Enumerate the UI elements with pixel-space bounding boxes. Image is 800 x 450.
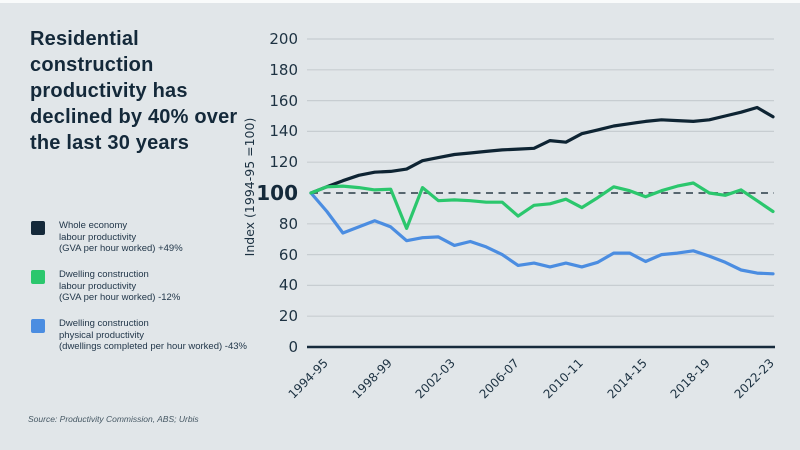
y-tick-label: 80	[278, 214, 298, 233]
series-line-dwelling-construction-physical-productivity	[309, 191, 775, 276]
y-tick-label: 180	[269, 60, 298, 79]
page-title: Residential construction productivity ha…	[30, 26, 275, 156]
legend-label: Dwelling construction labour productivity…	[59, 269, 284, 304]
x-tick-label: 2018-19	[667, 356, 714, 402]
x-tick-label: 2010-11	[540, 356, 586, 402]
legend-label-line: physical productivity	[59, 329, 145, 341]
legend-label-line: (dwellings completed per hour worked) -4…	[59, 341, 247, 352]
top-edge-highlight	[0, 0, 800, 3]
legend-swatch	[31, 221, 45, 235]
legend-item-whole-economy-labour-productivity: Whole economy labour productivity (GVA per…	[31, 220, 284, 255]
page-title-line: productivity has	[30, 80, 188, 102]
x-tick-label: 2014-15	[604, 356, 650, 402]
source-note: Source: Productivity Commission, ABS; Ur…	[28, 414, 199, 424]
y-tick-label: 140	[269, 122, 298, 141]
y-tick-label: 20	[278, 307, 298, 326]
legend-label-line: (GVA per hour worked) -12%	[59, 292, 181, 303]
page-title-line: construction	[30, 54, 154, 76]
y-tick-label: 160	[269, 91, 298, 110]
x-tick-label: 2002-03	[412, 356, 459, 402]
legend-label: Dwelling construction physical productivi…	[59, 318, 284, 353]
y-tick-label: 200	[269, 30, 298, 48]
x-tick-label: 1998-99	[349, 356, 395, 402]
legend-label-line: labour productivity	[59, 280, 137, 292]
legend-label-line: Dwelling construction	[59, 269, 149, 280]
legend-label-line: Dwelling construction	[59, 318, 149, 329]
x-tick-label: 2006-07	[476, 356, 523, 402]
y-tick-label: 60	[278, 245, 298, 264]
legend: Whole economy labour productivity (GVA per…	[0, 0, 280, 450]
plot-svg	[307, 38, 775, 349]
legend-swatch	[31, 319, 45, 333]
page-title-line: declined by 40% over	[30, 106, 238, 128]
y-tick-label: 120	[269, 153, 298, 172]
legend-label-line: Whole economy	[59, 220, 128, 231]
chart-area	[307, 38, 775, 349]
page-title-line: Residential	[30, 28, 139, 50]
series-line-whole-economy-labour-productivity	[309, 105, 775, 195]
legend-swatch	[31, 270, 45, 284]
y-tick-label: 0	[288, 338, 298, 356]
legend-label-line: labour productivity	[59, 231, 137, 243]
legend-label-line: (GVA per hour worked) +49%	[59, 243, 183, 254]
legend-label: Whole economy labour productivity (GVA per…	[59, 220, 284, 255]
x-tick-label: 1994-95	[285, 356, 331, 402]
y-tick-label: 40	[278, 276, 298, 295]
legend-item-dwelling-construction-physical-productivity: Dwelling construction physical productivi…	[31, 318, 284, 353]
page-title-line: the last 30 years	[30, 132, 190, 154]
x-tick-label: 2022-23	[731, 356, 777, 402]
legend-item-dwelling-construction-labour-productivity: Dwelling construction labour productivity…	[31, 269, 284, 304]
y-tick-label: 100	[256, 181, 298, 205]
series-line-dwelling-construction-labour-productivity	[309, 181, 775, 230]
